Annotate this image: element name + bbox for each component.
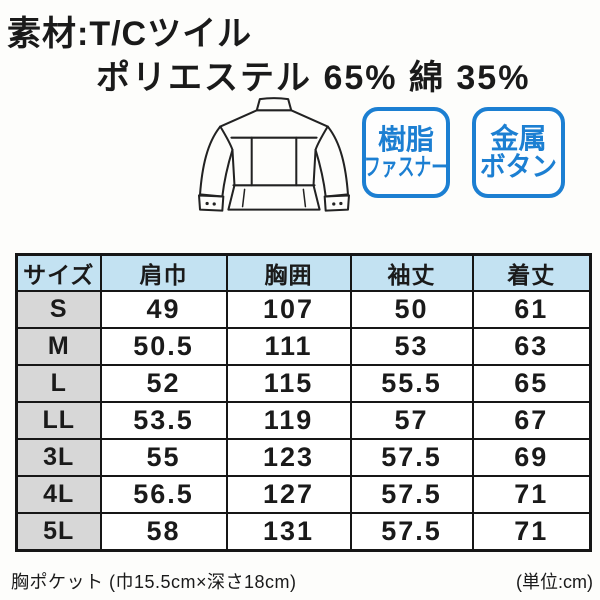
material-label: 素材:T/Cツイル — [7, 15, 253, 53]
material-composition: ポリエステル 65% 綿 35% — [96, 59, 531, 97]
table-cell: 52 — [99, 364, 228, 403]
table-cell: 111 — [225, 327, 352, 366]
unit-note: (単位:cm) — [516, 572, 593, 592]
table-cell: 131 — [225, 512, 352, 551]
table-cell: 55.5 — [349, 364, 474, 403]
table-cell: 56.5 — [99, 475, 228, 514]
resin-fastener-badge-line1: 樹脂 — [377, 124, 434, 156]
table-cell: 67 — [471, 401, 592, 440]
table-cell: 58 — [99, 512, 228, 551]
header-body-length: 着丈 — [471, 253, 592, 292]
resin-fastener-badge-line2: ファスナー — [364, 153, 448, 181]
size-table: サイズ 肩巾 胸囲 袖丈 着丈 S 49 107 50 61 M 50.5 11… — [15, 253, 592, 552]
table-cell: 63 — [471, 327, 592, 366]
table-cell: 107 — [225, 290, 352, 329]
table-cell: 65 — [471, 364, 592, 403]
table-row: S 49 107 50 61 — [15, 290, 592, 329]
jacket-back-illustration — [198, 96, 350, 228]
header-sleeve-length: 袖丈 — [349, 253, 474, 292]
metal-button-badge: 金属 ボタン — [472, 107, 565, 198]
table-cell: 49 — [99, 290, 228, 329]
header-chest: 胸囲 — [225, 253, 352, 292]
table-row: L 52 115 55.5 65 — [15, 364, 592, 403]
table-cell: 61 — [471, 290, 592, 329]
jacket-back-icon — [198, 97, 350, 212]
table-cell: 127 — [225, 475, 352, 514]
table-cell: 57.5 — [349, 512, 474, 551]
table-cell: 53.5 — [99, 401, 228, 440]
table-cell: 57 — [349, 401, 474, 440]
size-label-cell: LL — [15, 401, 102, 440]
table-cell: 57.5 — [349, 475, 474, 514]
table-cell: 119 — [225, 401, 352, 440]
table-cell: 55 — [99, 438, 228, 477]
table-row: 4L 56.5 127 57.5 71 — [15, 475, 592, 514]
size-label-cell: L — [15, 364, 102, 403]
table-cell: 53 — [349, 327, 474, 366]
table-cell: 123 — [225, 438, 352, 477]
table-row: 3L 55 123 57.5 69 — [15, 438, 592, 477]
resin-fastener-badge: 樹脂 ファスナー — [362, 107, 450, 198]
table-row: M 50.5 111 53 63 — [15, 327, 592, 366]
size-label-cell: M — [15, 327, 102, 366]
size-label-cell: 3L — [15, 438, 102, 477]
table-row: 5L 58 131 57.5 71 — [15, 512, 592, 551]
table-cell: 71 — [471, 512, 592, 551]
header-size: サイズ — [15, 253, 102, 292]
size-label-cell: 4L — [15, 475, 102, 514]
table-cell: 57.5 — [349, 438, 474, 477]
metal-button-badge-line1: 金属 — [490, 122, 547, 154]
header-shoulder-width: 肩巾 — [99, 253, 228, 292]
table-cell: 50 — [349, 290, 474, 329]
size-table-header-row: サイズ 肩巾 胸囲 袖丈 着丈 — [15, 253, 592, 292]
table-cell: 71 — [471, 475, 592, 514]
metal-button-badge-line2: ボタン — [480, 152, 557, 183]
pocket-note: 胸ポケット (巾15.5cm×深さ18cm) — [11, 572, 297, 592]
table-cell: 50.5 — [99, 327, 228, 366]
size-label-cell: 5L — [15, 512, 102, 551]
size-label-cell: S — [15, 290, 102, 329]
table-row: LL 53.5 119 57 67 — [15, 401, 592, 440]
table-cell: 115 — [225, 364, 352, 403]
table-cell: 69 — [471, 438, 592, 477]
